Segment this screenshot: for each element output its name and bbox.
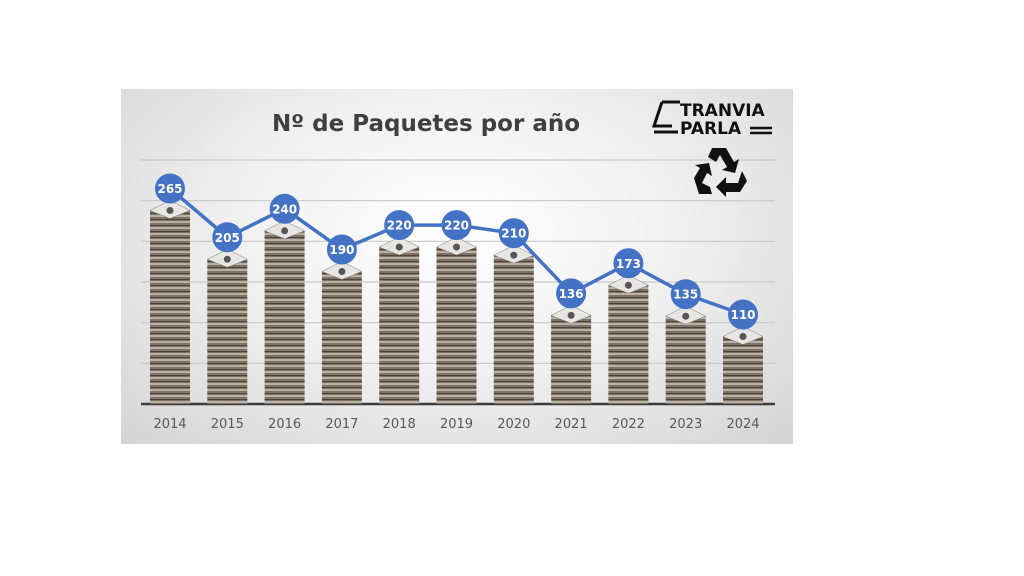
data-label: 110 <box>730 308 755 322</box>
data-label: 265 <box>157 182 182 196</box>
data-point <box>326 234 357 265</box>
bar-2022 <box>608 285 649 404</box>
data-point <box>556 278 587 309</box>
recycle-mark-icon <box>166 206 174 214</box>
data-point <box>441 210 472 241</box>
recycle-mark-icon <box>338 267 346 275</box>
data-label: 240 <box>272 202 297 216</box>
data-label: 173 <box>616 257 641 271</box>
data-label: 190 <box>329 243 354 257</box>
x-tick-label: 2022 <box>612 417 645 432</box>
x-tick-label: 2018 <box>383 417 416 432</box>
bar-2014 <box>150 210 190 404</box>
x-tick-label: 2019 <box>440 417 473 432</box>
bar-2020 <box>493 255 534 404</box>
x-tick-label: 2016 <box>268 417 301 432</box>
recycle-mark-icon <box>624 281 632 289</box>
data-point <box>269 193 300 224</box>
tranvia-parla-logo: TRANVIA PARLA <box>651 100 772 138</box>
x-tick-label: 2024 <box>726 417 759 432</box>
data-label: 135 <box>673 288 698 302</box>
data-label: 136 <box>559 287 584 301</box>
x-tick-label: 2023 <box>669 417 702 432</box>
logo-line1: TRANVIA <box>680 101 766 121</box>
data-point <box>613 248 644 279</box>
bar-2016 <box>264 230 305 404</box>
chart-panel: 265 205 240 190 220 220 210 136 173 135 110 2014 20… <box>121 89 793 444</box>
bar-2015 <box>207 259 248 404</box>
x-tick-label: 2021 <box>555 417 588 432</box>
bar-2024 <box>723 336 763 404</box>
data-point <box>384 210 415 241</box>
bar-2021 <box>551 315 592 404</box>
bar-2023 <box>665 316 706 404</box>
data-point <box>212 222 243 253</box>
bar-2018 <box>379 247 420 404</box>
logo-line2: PARLA <box>680 119 742 138</box>
x-tick-label: 2017 <box>325 417 358 432</box>
bar-2019 <box>436 247 477 404</box>
chart-title: Nº de Paquetes por año <box>272 111 580 137</box>
recycle-icon <box>694 148 747 197</box>
recycle-mark-icon <box>739 333 747 341</box>
recycle-mark-icon <box>510 251 518 259</box>
data-label: 220 <box>387 219 412 233</box>
recycle-mark-icon <box>567 311 575 319</box>
x-tick-label: 2015 <box>211 417 244 432</box>
x-tick-label: 2014 <box>153 417 186 432</box>
recycle-mark-icon <box>395 243 403 251</box>
data-label: 210 <box>501 227 526 241</box>
recycle-mark-icon <box>453 243 460 251</box>
data-point <box>498 218 529 249</box>
data-point <box>670 279 701 310</box>
bar-2017 <box>321 271 362 404</box>
data-label: 220 <box>444 219 469 233</box>
data-point <box>728 299 758 330</box>
recycle-mark-icon <box>281 227 289 235</box>
x-tick-label: 2020 <box>497 417 530 432</box>
chart-svg: 265 205 240 190 220 220 210 136 173 135 110 2014 20… <box>141 111 775 432</box>
data-point <box>155 173 185 204</box>
recycle-mark-icon <box>223 255 231 263</box>
data-label: 205 <box>215 231 240 245</box>
recycle-mark-icon <box>682 312 690 320</box>
